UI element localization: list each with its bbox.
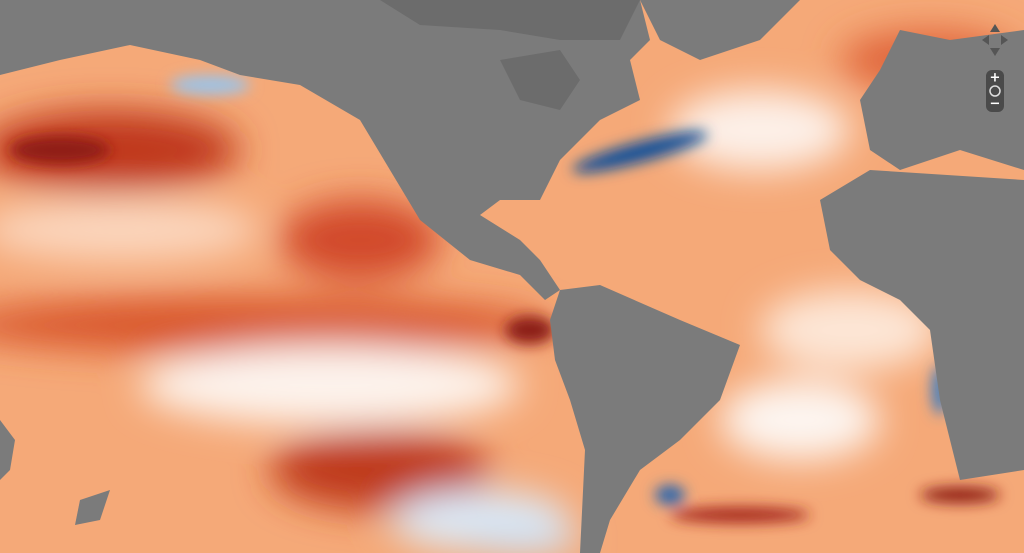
zoom-bar bbox=[986, 70, 1004, 112]
pan-right[interactable] bbox=[1001, 35, 1008, 45]
land-dark bbox=[380, 0, 640, 110]
map-controls: + − bbox=[982, 24, 1008, 112]
anomaly-detail bbox=[10, 75, 1000, 523]
pan-left[interactable] bbox=[982, 35, 989, 45]
zoom-globe[interactable] bbox=[989, 85, 1001, 97]
pan-up[interactable] bbox=[990, 24, 1000, 32]
zoom-in[interactable]: + bbox=[990, 71, 1001, 86]
anomaly-field bbox=[0, 30, 1020, 553]
zoom-out[interactable]: − bbox=[990, 97, 1001, 112]
pan-down[interactable] bbox=[990, 48, 1000, 56]
